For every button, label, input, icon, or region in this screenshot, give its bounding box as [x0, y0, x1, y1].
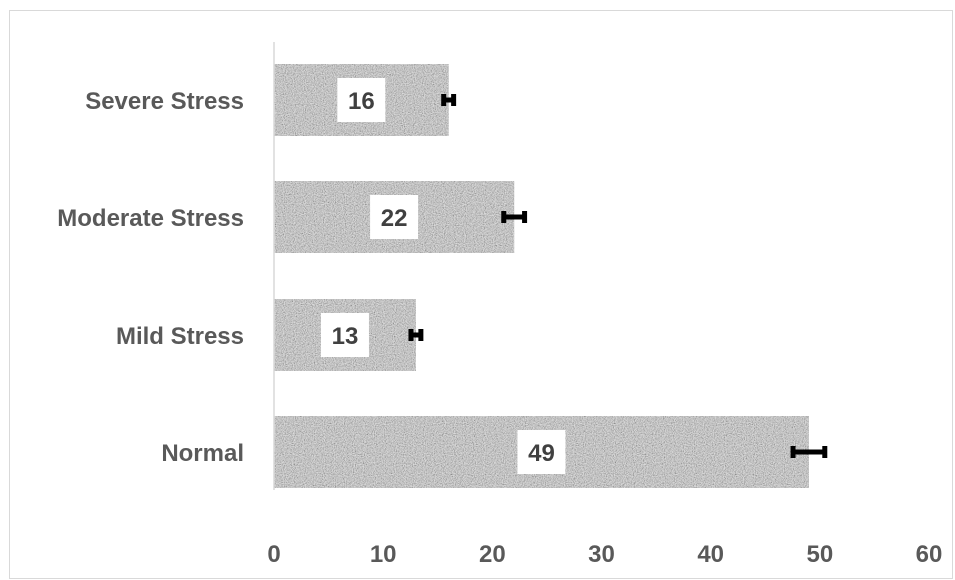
x-tick-label-0: 0: [267, 541, 280, 568]
error-bar-moderate-stress: [501, 211, 528, 223]
category-label-normal: Normal: [161, 440, 244, 467]
data-label-box-normal: [517, 430, 566, 474]
x-tick-label-20: 20: [479, 541, 506, 568]
x-tick-label-60: 60: [916, 541, 943, 568]
data-label-box-moderate-stress: [370, 195, 419, 239]
category-label-moderate-stress: Moderate Stress: [57, 205, 244, 232]
labels-layer: 49 Normal 13 Mild Stress 22 Moderate Stress 16…: [57, 78, 942, 568]
category-label-severe-stress: Severe Stress: [85, 88, 244, 115]
error-bar-severe-stress: [441, 94, 457, 106]
data-label-moderate-stress: 22: [381, 205, 408, 232]
x-tick-label-40: 40: [697, 541, 724, 568]
data-label-box-severe-stress: [337, 78, 386, 122]
x-tick-label-10: 10: [370, 541, 397, 568]
data-label-severe-stress: 16: [348, 88, 375, 115]
data-label-box-mild-stress: [320, 313, 369, 357]
error-bar-mild-stress: [408, 329, 424, 341]
x-tick-label-30: 30: [588, 541, 615, 568]
x-tick-label-50: 50: [806, 541, 833, 568]
data-label-normal: 49: [528, 440, 555, 467]
category-label-mild-stress: Mild Stress: [116, 323, 244, 350]
error-bar-normal: [790, 446, 828, 458]
data-label-mild-stress: 13: [332, 323, 359, 350]
bars-layer: [274, 64, 828, 488]
